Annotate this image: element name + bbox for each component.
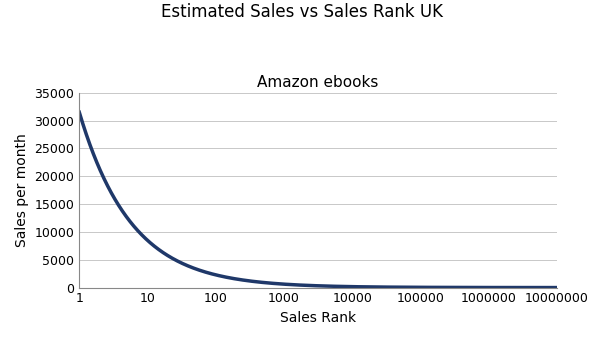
Y-axis label: Sales per month: Sales per month bbox=[15, 133, 29, 247]
Title: Amazon ebooks: Amazon ebooks bbox=[257, 75, 379, 90]
X-axis label: Sales Rank: Sales Rank bbox=[280, 311, 356, 325]
Text: Estimated Sales vs Sales Rank UK: Estimated Sales vs Sales Rank UK bbox=[161, 3, 443, 21]
